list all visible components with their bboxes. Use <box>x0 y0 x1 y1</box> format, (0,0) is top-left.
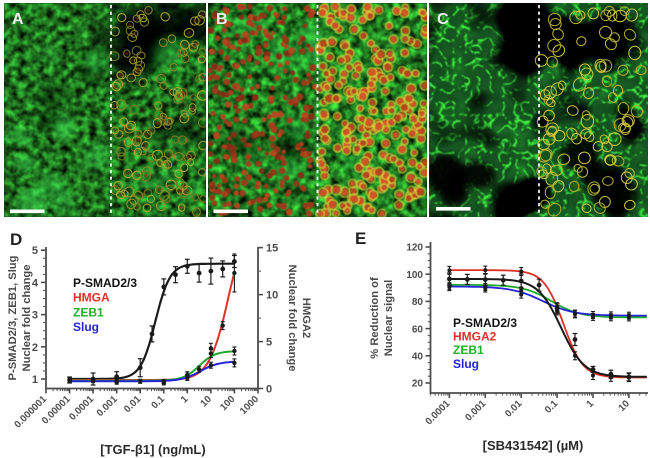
svg-text:P-SMAD2/3, ZEB1, Slug: P-SMAD2/3, ZEB1, Slug <box>7 255 19 380</box>
svg-text:P-SMAD2/3: P-SMAD2/3 <box>453 316 517 330</box>
svg-text:0.0001: 0.0001 <box>424 398 453 427</box>
svg-text:0.001: 0.001 <box>463 398 489 424</box>
svg-text:1: 1 <box>179 393 191 405</box>
svg-text:[SB431542] (µM): [SB431542] (µM) <box>483 438 584 453</box>
svg-text:100: 100 <box>218 393 238 413</box>
svg-text:Slug: Slug <box>73 320 99 334</box>
svg-text:P-SMAD2/3: P-SMAD2/3 <box>73 276 137 290</box>
svg-text:0.1: 0.1 <box>150 393 168 411</box>
svg-text:0.0001: 0.0001 <box>67 393 96 422</box>
svg-text:5: 5 <box>266 337 272 349</box>
svg-text:ZEB1: ZEB1 <box>73 305 104 319</box>
svg-text:1: 1 <box>32 374 38 386</box>
svg-text:Nuclear fold change: Nuclear fold change <box>21 265 33 372</box>
svg-text:0.1: 0.1 <box>543 398 561 416</box>
svg-text:[TGF-β1] (ng/mL): [TGF-β1] (ng/mL) <box>100 442 205 457</box>
svg-text:Nuclear signal: Nuclear signal <box>383 280 395 356</box>
svg-text:0.01: 0.01 <box>122 393 144 415</box>
svg-text:4: 4 <box>32 277 39 289</box>
svg-text:C: C <box>437 11 449 28</box>
svg-text:20: 20 <box>412 379 424 390</box>
svg-text:10: 10 <box>199 393 215 409</box>
svg-text:Nuclear fold change: Nuclear fold change <box>286 265 298 372</box>
svg-text:1000: 1000 <box>238 393 262 417</box>
svg-text:B: B <box>216 11 228 28</box>
svg-text:ZEB1: ZEB1 <box>453 343 484 357</box>
svg-text:0.000001: 0.000001 <box>12 393 49 430</box>
svg-text:0.001: 0.001 <box>95 393 121 419</box>
svg-text:HMGA2: HMGA2 <box>300 298 312 338</box>
svg-text:D: D <box>10 230 22 249</box>
svg-text:10: 10 <box>617 398 633 414</box>
svg-text:0.01: 0.01 <box>503 398 525 420</box>
svg-text:Slug: Slug <box>453 357 479 371</box>
svg-text:10: 10 <box>266 290 278 302</box>
svg-text:40: 40 <box>412 352 424 363</box>
svg-text:2: 2 <box>32 342 38 354</box>
svg-text:60: 60 <box>412 324 424 335</box>
svg-text:HMGA2: HMGA2 <box>453 330 497 344</box>
svg-text:100: 100 <box>406 270 423 281</box>
svg-text:80: 80 <box>412 297 424 308</box>
svg-text:0: 0 <box>266 384 272 396</box>
svg-text:% Reduction of: % Reduction of <box>369 277 381 359</box>
svg-text:E: E <box>355 229 366 248</box>
svg-text:5: 5 <box>32 245 38 257</box>
svg-text:15: 15 <box>266 243 278 255</box>
svg-text:3: 3 <box>32 310 38 322</box>
svg-text:A: A <box>12 11 24 28</box>
svg-text:1: 1 <box>584 398 596 410</box>
svg-text:120: 120 <box>406 243 423 254</box>
svg-text:HMGA: HMGA <box>73 291 110 305</box>
